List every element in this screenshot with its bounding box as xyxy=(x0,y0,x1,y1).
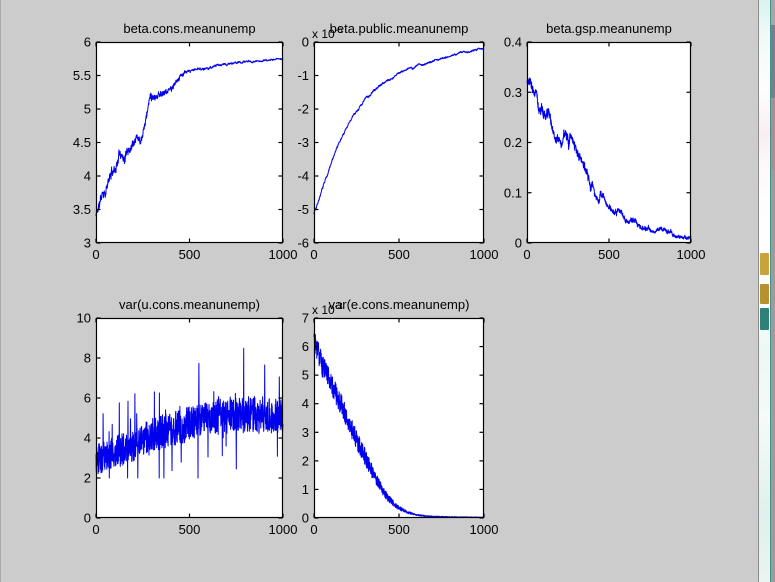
trace-plot-canvas: 0 500 1000 0 0.1 0.2 0.3 0.4 xyxy=(504,35,706,263)
gold-icon-fragment[interactable] xyxy=(760,253,769,275)
svg-text:0: 0 xyxy=(92,522,99,537)
subplot-beta-public-meanunemp: beta.public.meanunemp x 10-5 0 500 1000 0 -1… xyxy=(297,22,498,263)
subplot-var-e-cons-meanunemp: var(e.cons.meanunemp) x 10-3 0 500 1000 0 1 2… xyxy=(302,298,499,538)
desktop-edge-outer xyxy=(771,0,775,582)
subplot-var-u-cons-meanunemp: var(u.cons.meanunemp) 0 500 1000 0 2 4 6 8 10 xyxy=(77,298,298,538)
trace-plot-canvas: 0 500 1000 3 3.5 4 4.5 5 5.5 6 xyxy=(73,35,298,263)
edge-color-segment xyxy=(771,25,775,98)
svg-text:500: 500 xyxy=(388,247,410,262)
svg-text:5.5: 5.5 xyxy=(73,68,91,83)
svg-text:-1: -1 xyxy=(297,68,309,83)
svg-text:0: 0 xyxy=(515,236,522,251)
svg-text:6: 6 xyxy=(84,35,91,50)
svg-text:0.3: 0.3 xyxy=(504,85,522,100)
svg-text:4: 4 xyxy=(84,431,91,446)
svg-text:-5: -5 xyxy=(297,202,309,217)
svg-text:3: 3 xyxy=(84,236,91,251)
svg-text:4.5: 4.5 xyxy=(73,135,91,150)
svg-text:7: 7 xyxy=(302,311,309,326)
svg-text:-6: -6 xyxy=(297,236,309,251)
svg-text:1: 1 xyxy=(302,482,309,497)
trace-plot-canvas: 0 500 1000 0 2 4 6 8 10 xyxy=(77,311,298,538)
svg-text:8: 8 xyxy=(84,351,91,366)
window-right-border xyxy=(758,0,759,582)
svg-text:500: 500 xyxy=(179,522,201,537)
svg-text:0: 0 xyxy=(302,511,309,526)
subplot-beta-gsp-meanunemp: beta.gsp.meanunemp 0 500 1000 0 0.1 0.2 0.3 0.4 xyxy=(504,22,706,263)
svg-text:0: 0 xyxy=(84,511,91,526)
plot-title: var(u.cons.meanunemp) xyxy=(119,297,260,312)
svg-text:5: 5 xyxy=(302,368,309,383)
svg-text:500: 500 xyxy=(179,247,201,262)
desktop-edge-strip xyxy=(759,0,770,582)
svg-text:1000: 1000 xyxy=(269,522,298,537)
svg-text:1000: 1000 xyxy=(470,522,499,537)
svg-text:-2: -2 xyxy=(297,102,309,117)
y-axis-exponent-label: x 10-3 xyxy=(312,301,343,317)
svg-text:500: 500 xyxy=(388,522,410,537)
plot-title: var(e.cons.meanunemp) xyxy=(328,297,470,312)
svg-text:0.4: 0.4 xyxy=(504,35,522,50)
trace-plot-canvas: 0 500 1000 0 -1 -2 -3 -4 -5 -6 xyxy=(297,35,498,263)
svg-text:-4: -4 xyxy=(297,169,309,184)
edge-color-segment xyxy=(771,98,775,170)
svg-text:1000: 1000 xyxy=(677,247,706,262)
svg-text:3.5: 3.5 xyxy=(73,202,91,217)
svg-text:500: 500 xyxy=(598,247,620,262)
svg-text:4: 4 xyxy=(302,396,309,411)
svg-text:0: 0 xyxy=(302,35,309,50)
svg-text:1000: 1000 xyxy=(470,247,499,262)
svg-text:0: 0 xyxy=(523,247,530,262)
plot-title: beta.gsp.meanunemp xyxy=(546,21,672,36)
svg-text:0: 0 xyxy=(310,522,317,537)
y-axis-exponent-label: x 10-5 xyxy=(312,25,343,41)
svg-text:5: 5 xyxy=(84,102,91,117)
svg-text:10: 10 xyxy=(77,311,91,326)
edge-color-segment xyxy=(771,170,775,582)
edge-color-segment xyxy=(771,0,775,25)
trace-plot-canvas: 0 500 1000 0 1 2 3 4 5 6 7 xyxy=(302,311,499,538)
svg-text:0.1: 0.1 xyxy=(504,185,522,200)
gold-icon-fragment[interactable] xyxy=(760,284,769,304)
svg-text:2: 2 xyxy=(302,453,309,468)
svg-text:-3: -3 xyxy=(297,135,309,150)
svg-text:6: 6 xyxy=(302,339,309,354)
svg-text:0: 0 xyxy=(310,247,317,262)
teal-icon-fragment[interactable] xyxy=(760,308,769,330)
window-left-border xyxy=(0,0,1,582)
svg-text:3: 3 xyxy=(302,425,309,440)
svg-text:2: 2 xyxy=(84,471,91,486)
desktop-edge-line xyxy=(770,0,771,582)
plot-title: beta.public.meanunemp xyxy=(329,21,469,36)
svg-text:1000: 1000 xyxy=(269,247,298,262)
subplot-beta-cons-meanunemp: beta.cons.meanunemp 0 500 1000 3 3.5 4 4.5 5 5.5… xyxy=(73,22,298,263)
svg-text:0: 0 xyxy=(92,247,99,262)
svg-text:4: 4 xyxy=(84,169,91,184)
plot-title: beta.cons.meanunemp xyxy=(123,21,256,36)
svg-text:0.2: 0.2 xyxy=(504,135,522,150)
svg-text:6: 6 xyxy=(84,391,91,406)
